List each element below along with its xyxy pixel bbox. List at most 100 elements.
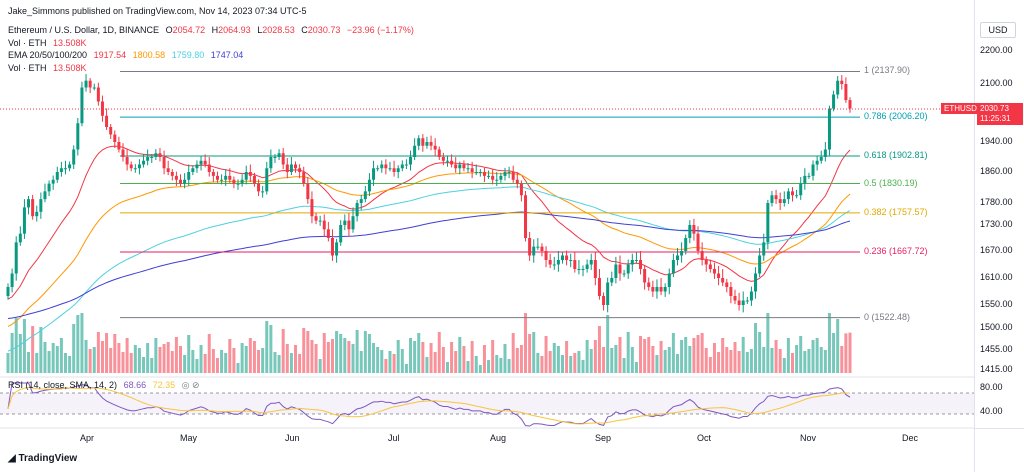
candle-body [347, 220, 351, 230]
candle-body [113, 134, 117, 142]
candle-body [396, 168, 400, 172]
candle-body [330, 238, 334, 256]
volume-bar [680, 340, 684, 373]
volume-bar [827, 313, 831, 373]
price-tick: 1670.00 [980, 245, 1013, 255]
volume-bar [548, 351, 552, 373]
volume-bar [68, 356, 72, 373]
eye-icon[interactable]: ◎ [181, 380, 190, 390]
volume-bar [109, 348, 113, 373]
volume-bar [154, 338, 158, 373]
ema-50-line [7, 172, 851, 327]
volume-bar [499, 358, 503, 373]
volume-bar [823, 350, 827, 373]
volume-bar [844, 333, 848, 373]
volume-bar [786, 338, 790, 373]
candle-body [499, 175, 503, 180]
volume-bar [302, 328, 306, 373]
volume-bar [495, 355, 499, 373]
volume-bar [519, 345, 523, 373]
volume-bar [322, 333, 326, 373]
volume-bar [634, 362, 638, 373]
volume-bar [384, 359, 388, 373]
volume-bar [269, 325, 273, 373]
candle-body [470, 168, 474, 172]
candle-body [417, 138, 421, 146]
volume-bar [503, 344, 507, 373]
volume-bar [536, 353, 540, 373]
volume-bar [758, 332, 762, 373]
volume-bar [133, 345, 137, 373]
candle-body [425, 142, 429, 146]
candle-body [749, 291, 753, 301]
candle-body [433, 145, 437, 150]
candle-body [634, 260, 638, 261]
candle-body [692, 225, 696, 234]
rsi-legend[interactable]: RSI (14, close, SMA, 14, 2) 68.66 72.35 … [8, 380, 200, 391]
price-chart[interactable] [0, 0, 974, 472]
volume-bar [450, 342, 454, 373]
volume-bar [76, 315, 80, 373]
candle-body [737, 300, 741, 305]
candle-body [754, 273, 758, 292]
candle-body [261, 191, 265, 193]
candle-body [507, 172, 511, 173]
candle-body [109, 127, 113, 135]
price-axis[interactable] [974, 0, 1024, 472]
volume-legend-1[interactable]: Vol · ETH 13.508K [8, 38, 87, 48]
volume-bar [487, 360, 491, 373]
candle-body [199, 160, 203, 165]
candle-body [458, 164, 462, 169]
volume-bar [708, 357, 712, 373]
candle-body [684, 238, 688, 251]
candle-body [729, 287, 733, 296]
volume-bar [117, 343, 121, 373]
ohlc-open-value: 2054.72 [172, 25, 206, 35]
volume-bar [659, 341, 663, 373]
fib-label: 0 (1522.48) [864, 311, 911, 322]
volume-bar [22, 319, 26, 373]
volume-bar [35, 353, 39, 373]
candle-body [515, 179, 519, 184]
volume-bar [597, 326, 601, 373]
candle-body [191, 168, 195, 172]
currency-button[interactable]: USD [980, 22, 1016, 38]
ohlc-high-value: 2064.93 [218, 25, 251, 35]
ohlc-low-label: L [257, 25, 263, 35]
volume-bar [343, 338, 347, 373]
price-tick: 2100.00 [980, 78, 1013, 88]
volume-legend-2[interactable]: Vol · ETH 13.508K [8, 63, 87, 73]
volume-bar [721, 338, 725, 373]
candle-body [384, 164, 388, 169]
candle-body [248, 172, 252, 176]
volume-bar [622, 358, 626, 373]
volume-bar [524, 313, 528, 373]
candle-body [252, 175, 256, 184]
volume-bar [552, 343, 556, 373]
candle-body [326, 229, 330, 238]
volume-bar [187, 335, 191, 373]
candle-body [688, 225, 692, 238]
candle-body [560, 255, 564, 260]
volume-bar [441, 347, 445, 373]
candle-body [84, 80, 88, 88]
candle-body [589, 260, 593, 265]
candle-body [203, 160, 207, 165]
candle-body [721, 278, 725, 283]
candle-body [762, 242, 766, 256]
x-label-oct: Oct [697, 433, 712, 443]
volume-bar [675, 354, 679, 373]
volume-label-2: Vol · ETH [8, 63, 47, 73]
axis-corner [974, 428, 1024, 429]
volume-bar [55, 346, 59, 373]
volume-bar [593, 340, 597, 373]
ema-legend[interactable]: EMA 20/50/100/200 1917.54 1800.58 1759.8… [8, 50, 243, 60]
volume-bar [294, 345, 298, 373]
price-tick: 1550.00 [980, 299, 1013, 309]
hide-icon[interactable]: ⊘ [192, 380, 200, 390]
price-tick: 1610.00 [980, 272, 1013, 282]
candle-body [643, 269, 647, 283]
candle-body [482, 172, 486, 176]
candle-body [827, 108, 831, 150]
candle-body [807, 175, 811, 177]
